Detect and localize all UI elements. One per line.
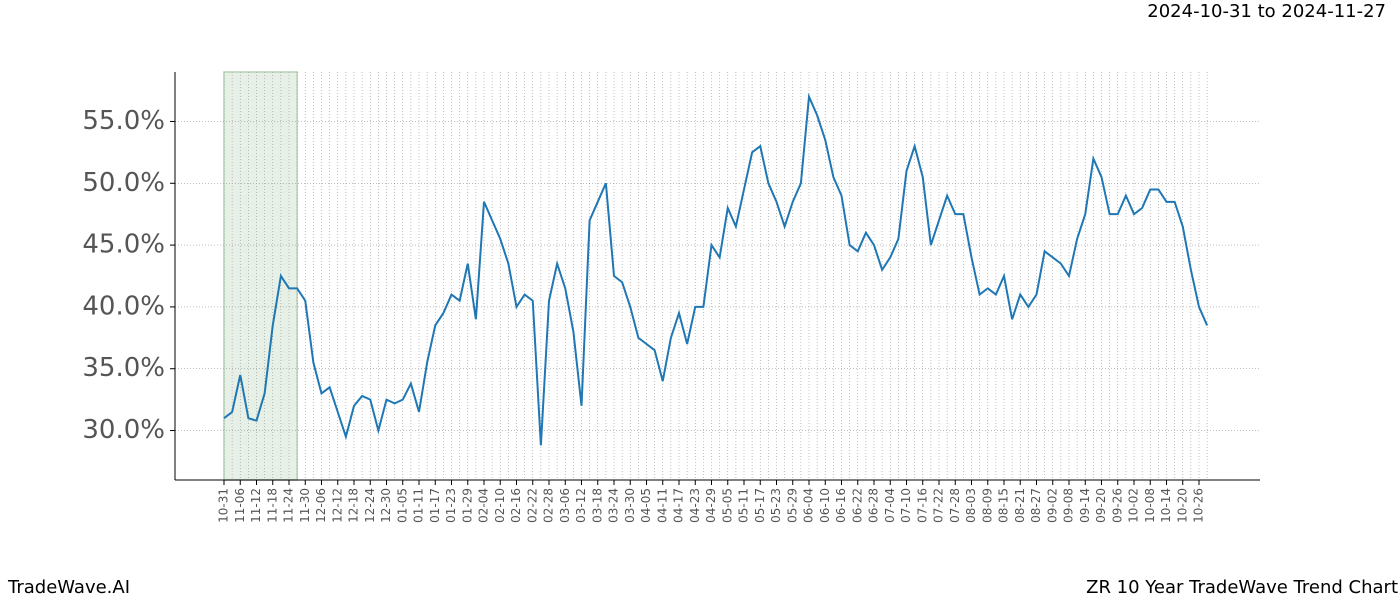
data-line bbox=[223, 92, 1209, 446]
x-tick-label: 01-29 bbox=[460, 488, 474, 523]
x-tick-label: 04-17 bbox=[672, 488, 686, 523]
y-tick-label: 40.0% bbox=[82, 291, 165, 321]
x-tick-label: 04-11 bbox=[655, 488, 669, 523]
x-tick-label: 09-14 bbox=[1078, 488, 1092, 523]
x-tick-label: 11-30 bbox=[298, 488, 312, 523]
x-tick-label: 05-11 bbox=[737, 488, 751, 523]
brand: TradeWave.AI bbox=[7, 577, 130, 598]
x-tick-label: 01-11 bbox=[412, 488, 426, 523]
x-tick-label: 02-10 bbox=[493, 488, 507, 523]
x-tick-label: 01-05 bbox=[395, 488, 409, 523]
x-tick-label: 09-20 bbox=[1094, 488, 1108, 523]
x-tick-label: 03-24 bbox=[607, 488, 621, 523]
x-tick-label: 02-22 bbox=[525, 488, 539, 523]
x-tick-label: 05-29 bbox=[785, 488, 799, 523]
x-tick-label: 09-02 bbox=[1045, 488, 1059, 523]
x-tick-label: 04-05 bbox=[639, 488, 653, 523]
x-tick-label: 03-18 bbox=[590, 488, 604, 523]
x-tick-label: 08-09 bbox=[980, 488, 994, 523]
y-tick-label: 50.0% bbox=[82, 168, 165, 198]
x-tick-label: 12-18 bbox=[347, 488, 361, 523]
date-range: 2024-10-31 to 2024-11-27 bbox=[1147, 1, 1386, 22]
x-tick-label: 06-16 bbox=[834, 488, 848, 523]
y-tick-label: 30.0% bbox=[82, 415, 165, 445]
x-tick-label: 11-24 bbox=[282, 488, 296, 523]
x-tick-label: 08-15 bbox=[997, 488, 1011, 523]
x-tick-label: 01-17 bbox=[428, 488, 442, 523]
x-tick-label: 09-08 bbox=[1062, 488, 1076, 523]
x-tick-label: 05-05 bbox=[720, 488, 734, 523]
x-tick-label: 08-03 bbox=[964, 488, 978, 523]
x-tick-label: 07-04 bbox=[883, 488, 897, 523]
y-tick-label: 35.0% bbox=[82, 353, 165, 383]
x-tick-label: 07-22 bbox=[932, 488, 946, 523]
x-tick-label: 06-10 bbox=[818, 488, 832, 523]
x-tick-label: 05-23 bbox=[769, 488, 783, 523]
x-tick-label: 06-28 bbox=[867, 488, 881, 523]
x-tick-label: 06-04 bbox=[802, 488, 816, 523]
x-tick-label: 03-30 bbox=[623, 488, 637, 523]
x-tick-label: 01-23 bbox=[444, 488, 458, 523]
x-tick-label: 08-21 bbox=[1013, 488, 1027, 523]
chart-title: ZR 10 Year TradeWave Trend Chart bbox=[1086, 577, 1398, 598]
x-tick-label: 12-12 bbox=[330, 488, 344, 523]
x-tick-label: 07-28 bbox=[948, 488, 962, 523]
x-tick-label: 02-16 bbox=[509, 488, 523, 523]
x-tick-label: 05-17 bbox=[753, 488, 767, 523]
highlight-band bbox=[223, 71, 298, 481]
x-tick-label: 02-04 bbox=[477, 488, 491, 523]
x-tick-label: 02-28 bbox=[542, 488, 556, 523]
x-tick-label: 11-06 bbox=[233, 488, 247, 523]
x-tick-label: 08-27 bbox=[1029, 488, 1043, 523]
x-tick-label: 07-16 bbox=[915, 488, 929, 523]
x-tick-label: 11-18 bbox=[265, 488, 279, 523]
x-tick-label: 10-14 bbox=[1159, 488, 1173, 523]
x-tick-label: 11-12 bbox=[249, 488, 263, 523]
x-tick-label: 04-29 bbox=[704, 488, 718, 523]
x-tick-label: 10-02 bbox=[1127, 488, 1141, 523]
x-tick-label: 03-12 bbox=[574, 488, 588, 523]
y-tick-label: 45.0% bbox=[82, 230, 165, 260]
x-tick-label: 07-10 bbox=[899, 488, 913, 523]
x-tick-label: 10-20 bbox=[1175, 488, 1189, 523]
x-tick-label: 03-06 bbox=[558, 488, 572, 523]
x-tick-label: 09-26 bbox=[1110, 488, 1124, 523]
x-tick-label: 04-23 bbox=[688, 488, 702, 523]
x-tick-label: 12-30 bbox=[379, 488, 393, 523]
y-tick-label: 55.0% bbox=[82, 106, 165, 136]
x-tick-label: 12-06 bbox=[314, 488, 328, 523]
x-tick-label: 10-26 bbox=[1192, 488, 1206, 523]
x-tick-label: 10-08 bbox=[1143, 488, 1157, 523]
x-tick-label: 06-22 bbox=[850, 488, 864, 523]
x-tick-label: 10-31 bbox=[217, 488, 231, 523]
x-tick-label: 12-24 bbox=[363, 488, 377, 523]
